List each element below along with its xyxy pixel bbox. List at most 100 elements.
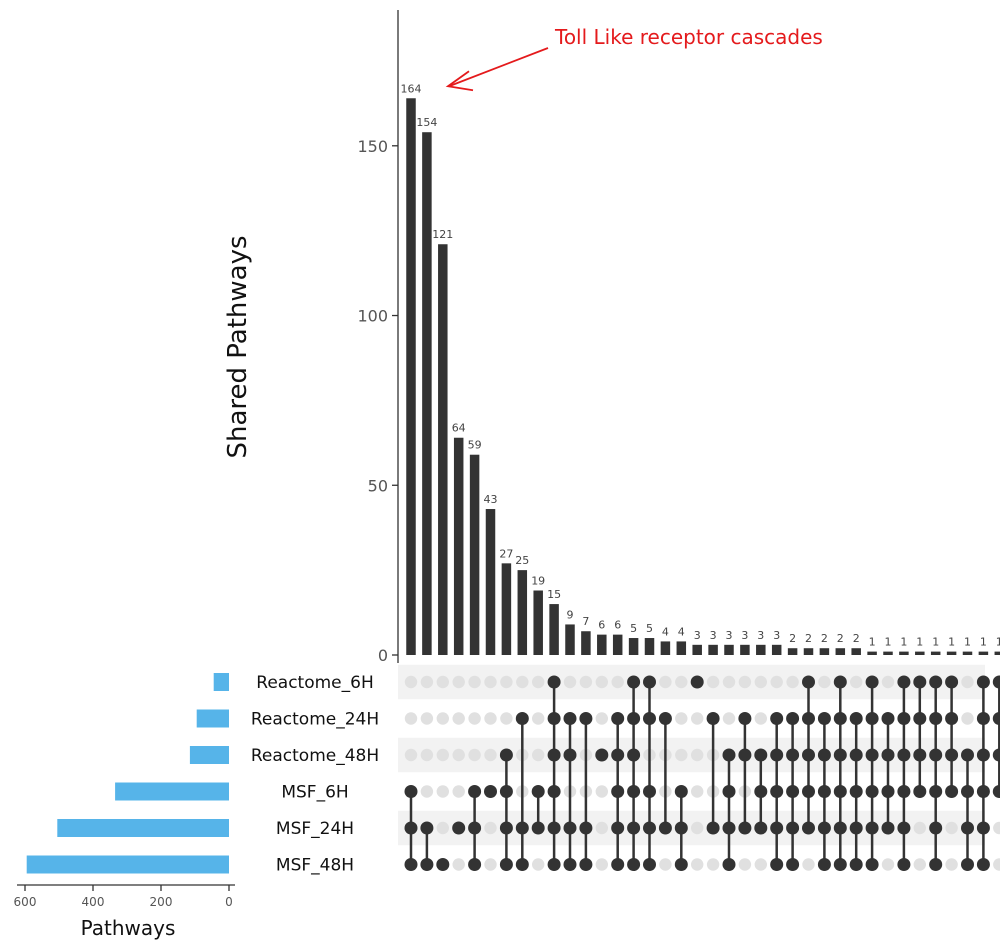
matrix-dot-inactive [691,858,704,871]
intersection-bar-label: 2 [853,632,860,645]
set-label: Reactome_6H [256,673,373,693]
matrix-dot-active [817,821,831,835]
matrix-dot-active [881,748,895,762]
matrix-dot-inactive [595,858,608,871]
intersection-bar [803,648,814,655]
set-label: MSF_48H [276,856,354,876]
matrix-dot-active [436,858,450,871]
matrix-dot-inactive [754,675,767,689]
matrix-dot-active [722,858,736,871]
matrix-dot-inactive [436,675,449,689]
matrix-dot-inactive [420,748,434,762]
matrix-dot-inactive [881,675,895,689]
intersection-bar-label: 3 [710,629,717,642]
intersection-bar [422,132,432,656]
matrix-dot-active [722,821,736,835]
matrix-dot-inactive [786,675,799,689]
matrix-dot-inactive [993,821,1000,835]
intersection-bar-label: 2 [789,632,796,645]
matrix-dot-active [849,748,863,762]
intersection-bar [740,644,750,655]
matrix-dot-inactive [452,748,465,762]
matrix-dot-active [547,785,561,798]
matrix-dot-active [833,785,847,798]
matrix-dot-active [468,858,482,871]
intersection-bars [406,98,1000,656]
matrix-dot-active [897,821,911,835]
matrix-dot-active [547,858,561,871]
intersection-bar-label: 121 [432,228,453,241]
set-size-bar [26,855,230,874]
intersection-bar [628,638,639,655]
matrix-dot-active [992,675,1000,689]
matrix-dot-inactive [659,675,672,689]
matrix-dot-active [643,785,656,798]
intersection-bar-label: 5 [630,622,637,635]
matrix-dot-active [722,785,736,798]
matrix-dot-inactive [452,712,465,725]
intersection-bar [565,624,575,655]
matrix-dot-active [817,785,831,798]
intersection-bar-label: 7 [582,615,589,628]
matrix-dot-active [531,821,545,835]
matrix-dot-active [547,675,561,689]
matrix-dot-active [865,858,879,871]
intersection-bar [724,644,734,655]
intersection-bar [930,651,941,655]
matrix-dot-inactive [913,821,926,835]
matrix-dot-active [499,858,513,871]
matrix-dot-active [802,821,815,835]
matrix-dot-active [929,748,943,762]
intersection-bar [899,651,909,655]
matrix-dot-active [611,785,625,798]
matrix-dot-active [913,712,927,725]
intersection-bar [819,648,830,655]
matrix-dot-active [611,748,625,762]
set-size-bar [189,746,229,764]
intersection-bar [962,651,973,655]
matrix-dot-active [961,785,974,798]
intersection-bar [692,644,702,655]
matrix-dot-active [420,858,434,871]
matrix-dot-inactive [754,712,767,725]
matrix-dot-inactive [850,675,863,689]
intersection-bar-label: 154 [416,116,437,129]
matrix-dot-inactive [722,675,736,689]
matrix-dot-inactive [500,712,513,725]
matrix-dot-active [579,821,593,835]
matrix-dot-inactive [532,712,545,725]
matrix-dot-active [468,821,482,835]
intersection-matrix [404,675,1000,871]
intersection-bar-label: 1 [996,636,1000,649]
matrix-dot-inactive [595,712,608,725]
matrix-dot-active [404,858,418,871]
matrix-dot-active [627,821,641,835]
intersection-bar [406,98,416,655]
matrix-dot-inactive [404,748,418,762]
matrix-dot-inactive [611,675,624,689]
matrix-dot-active [499,785,513,798]
matrix-dot-active [563,858,577,871]
intersection-bar-label: 3 [773,629,780,642]
intersection-bar-label: 6 [614,619,621,632]
intersection-bar-label: 3 [726,629,733,642]
matrix-dot-inactive [818,675,831,689]
matrix-dot-active [627,858,641,871]
matrix-dot-active [897,675,911,689]
matrix-dot-active [817,748,831,762]
set-axis-tick-label: 0 [225,895,233,909]
intersection-bar-label: 59 [468,439,482,452]
matrix-dot-active [754,821,768,835]
set-label: MSF_24H [276,819,354,839]
intersection-bar [851,648,861,655]
matrix-dot-active [849,858,863,871]
matrix-dot-inactive [420,675,434,689]
matrix-dot-inactive [468,748,481,762]
matrix-dot-active [929,675,943,689]
intersection-bar [883,651,893,655]
matrix-dot-inactive [913,858,926,871]
matrix-dot-active [770,712,784,725]
matrix-dot-active [404,821,418,835]
matrix-dot-inactive [691,712,704,725]
